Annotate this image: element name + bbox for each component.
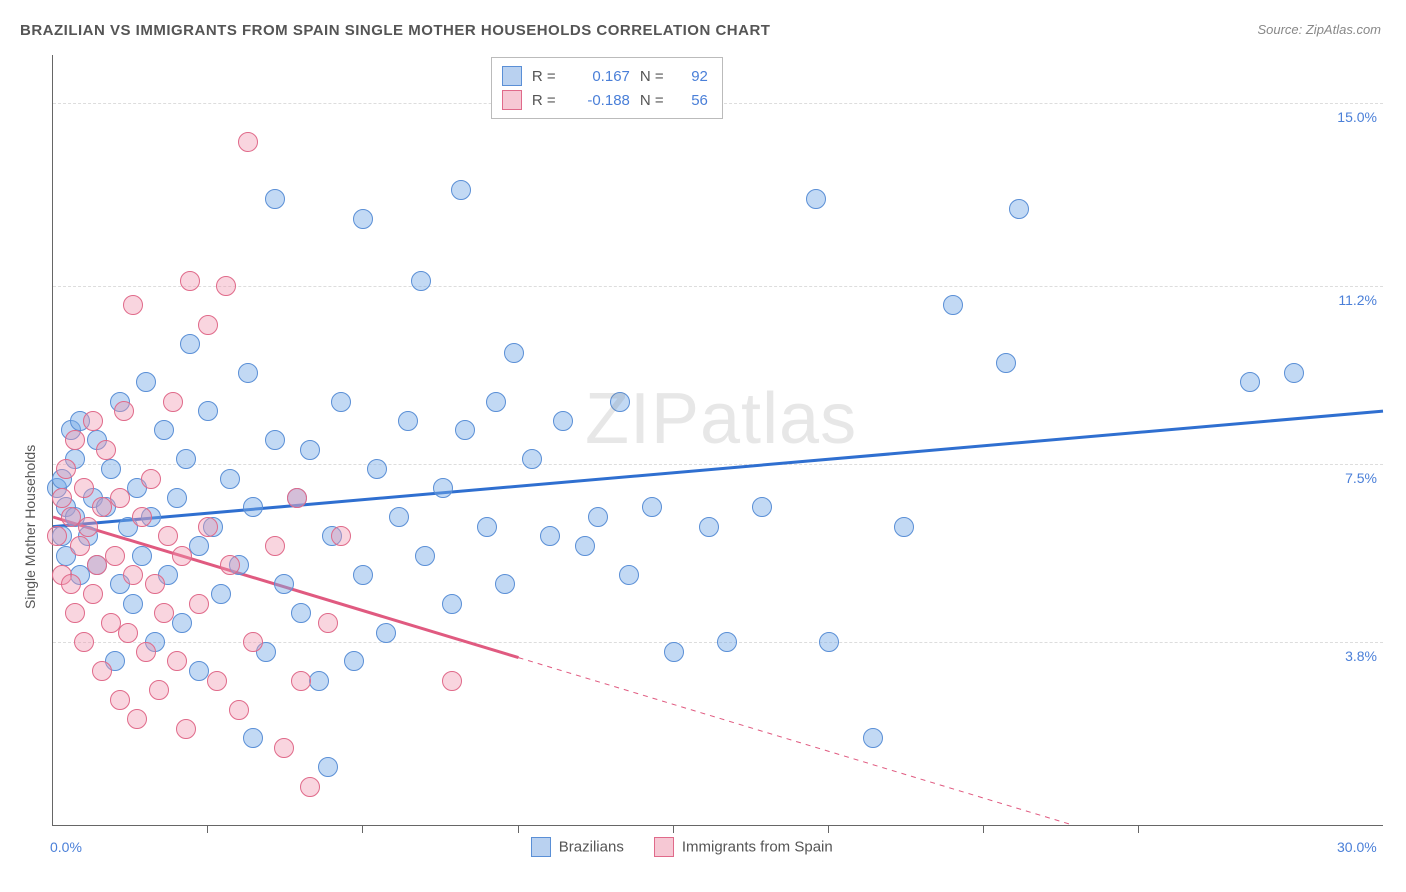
- source-attribution: Source: ZipAtlas.com: [1257, 22, 1381, 37]
- trendlines: [53, 55, 1383, 825]
- y-axis-label: Single Mother Households: [22, 445, 38, 609]
- chart-title: BRAZILIAN VS IMMIGRANTS FROM SPAIN SINGL…: [20, 22, 770, 39]
- legend-item: Brazilians: [531, 837, 624, 857]
- legend-row: R =0.167N =92: [502, 64, 708, 88]
- correlation-legend: R =0.167N =92R =-0.188N =56: [491, 57, 723, 119]
- legend-swatch: [531, 837, 551, 857]
- legend-row: R =-0.188N =56: [502, 88, 708, 112]
- legend-item: Immigrants from Spain: [654, 837, 833, 857]
- plot-area: ZIPatlas: [52, 55, 1383, 826]
- series-legend: Brazilians Immigrants from Spain: [531, 837, 833, 857]
- legend-swatch: [654, 837, 674, 857]
- legend-swatch: [502, 66, 522, 86]
- legend-swatch: [502, 90, 522, 110]
